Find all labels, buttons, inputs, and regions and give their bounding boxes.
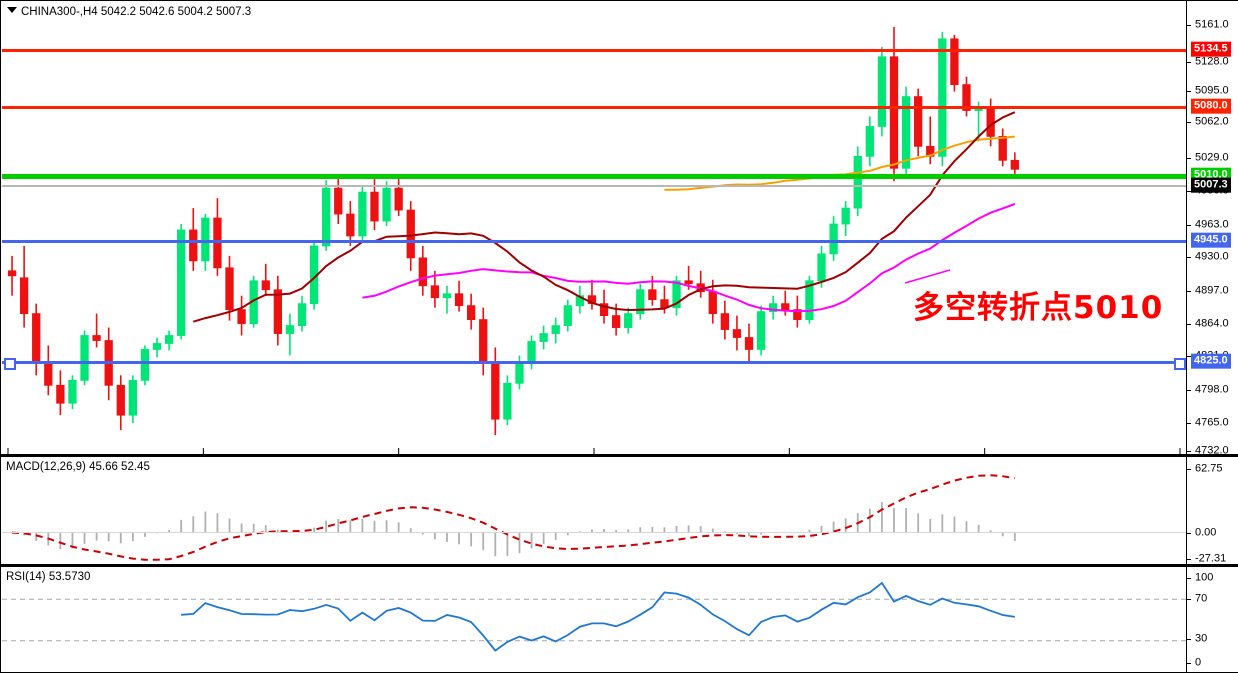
axis-tick <box>1187 639 1191 640</box>
price-axis[interactable]: 5161.05128.05095.05062.05029.04996.04963… <box>1186 1 1238 457</box>
axis-tick <box>1187 451 1191 452</box>
level-line-5134-5[interactable] <box>2 48 1186 52</box>
price-axis-label: 4930.0 <box>1195 250 1229 263</box>
price-axis-label: 5161.0 <box>1195 18 1229 31</box>
price-axis-label: 5128.0 <box>1195 55 1229 68</box>
macd-axis-label: -27.31 <box>1195 552 1227 565</box>
axis-tick <box>1187 533 1191 534</box>
level-drag-handle[interactable] <box>4 358 16 370</box>
price-plot-area[interactable]: 多空转折点5010 <box>2 2 1186 455</box>
axis-tick <box>1187 191 1191 192</box>
axis-tick <box>1187 257 1191 258</box>
axis-tick <box>1187 91 1191 92</box>
price-axis-label: 4765.0 <box>1195 416 1229 429</box>
rsi-axis-label: 30 <box>1195 632 1208 645</box>
price-level-badge[interactable]: 5080.0 <box>1191 98 1231 114</box>
axis-tick <box>1187 324 1191 325</box>
axis-tick <box>1187 559 1191 560</box>
macd-indicator-panel[interactable]: MACD(12,26,9) 45.66 52.45 62.75 0.00 -27.3… <box>0 456 1238 566</box>
macd-label: MACD(12,26,9) 45.66 52.45 <box>6 461 150 473</box>
chevron-down-icon[interactable] <box>7 7 17 13</box>
level-line-4945-0[interactable] <box>2 239 1186 243</box>
axis-tick <box>1187 578 1191 579</box>
axis-tick <box>1187 469 1191 470</box>
macd-axis-label: 0.00 <box>1195 526 1217 539</box>
price-axis-label: 4732.0 <box>1195 444 1229 457</box>
axis-tick <box>1187 62 1191 63</box>
symbol-info-label: CHINA300-,H4 5042.2 5042.6 5004.2 5007.3 <box>21 6 252 18</box>
rsi-plot-area[interactable] <box>2 568 1186 672</box>
axis-tick <box>1187 599 1191 600</box>
axis-tick <box>1187 158 1191 159</box>
price-level-badge[interactable]: 5007.3 <box>1191 177 1231 193</box>
price-axis-label: 5062.0 <box>1195 115 1229 128</box>
price-axis-label: 4864.0 <box>1195 317 1229 330</box>
axis-tick <box>1187 291 1191 292</box>
price-level-badge[interactable]: 4825.0 <box>1191 353 1231 369</box>
rsi-axis[interactable]: 100 70 30 0 <box>1186 567 1238 672</box>
level-line-5010-0[interactable] <box>2 173 1186 179</box>
level-line-5007-3[interactable] <box>2 185 1186 187</box>
macd-plot-area[interactable] <box>2 458 1186 565</box>
axis-tick <box>1187 122 1191 123</box>
axis-tick <box>1187 25 1191 26</box>
rsi-axis-label: 0 <box>1195 656 1202 669</box>
price-chart-panel[interactable]: CHINA300-,H4 5042.2 5042.6 5004.2 5007.3… <box>0 0 1238 456</box>
rsi-indicator-panel[interactable]: RSI(14) 53.5730 100 70 30 0 <box>0 566 1238 673</box>
price-axis-label: 4798.0 <box>1195 383 1229 396</box>
axis-tick <box>1187 225 1191 226</box>
macd-axis[interactable]: 62.75 0.00 -27.31 <box>1186 457 1238 564</box>
price-axis-label: 4963.0 <box>1195 218 1229 231</box>
rsi-axis-label: 70 <box>1195 592 1208 605</box>
price-level-badge[interactable]: 5134.5 <box>1191 41 1231 57</box>
price-level-badge[interactable]: 4945.0 <box>1191 232 1231 248</box>
axis-tick <box>1187 663 1191 664</box>
rsi-axis-label: 100 <box>1195 571 1214 584</box>
axis-tick <box>1187 423 1191 424</box>
price-axis-label: 5029.0 <box>1195 151 1229 164</box>
level-line-4825-0[interactable] <box>2 360 1186 364</box>
chart-annotation: 多空转折点5010 <box>913 290 1164 326</box>
macd-axis-label: 62.75 <box>1195 462 1223 475</box>
level-drag-handle-right[interactable] <box>1174 358 1186 370</box>
price-axis-label: 4897.0 <box>1195 284 1229 297</box>
axis-tick <box>1187 390 1191 391</box>
axis-tick <box>1187 356 1191 357</box>
rsi-label: RSI(14) 53.5730 <box>6 571 91 583</box>
price-axis-label: 5095.0 <box>1195 84 1229 97</box>
level-line-5080-0[interactable] <box>2 105 1186 109</box>
